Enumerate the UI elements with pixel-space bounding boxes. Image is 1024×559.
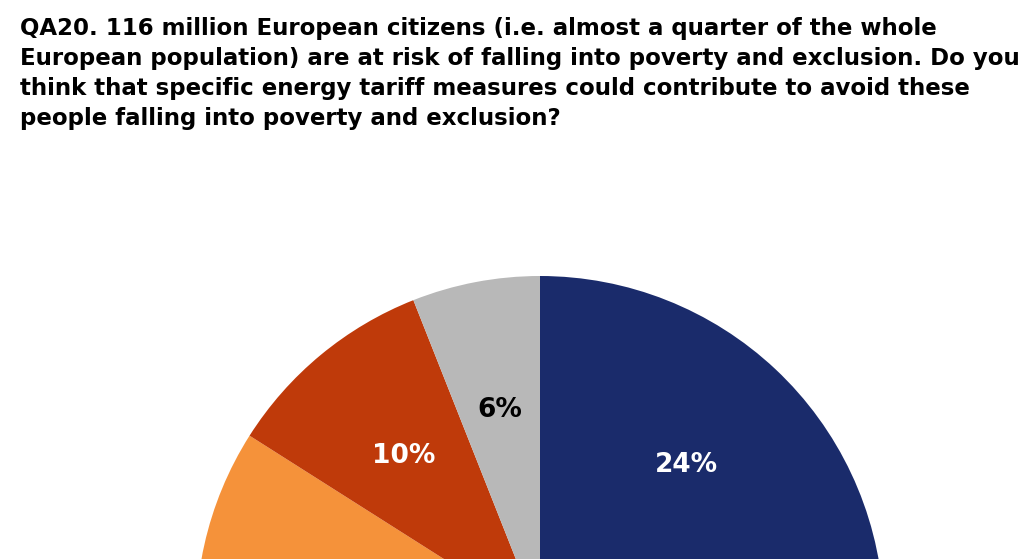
- Text: 6%: 6%: [477, 397, 522, 424]
- Text: QA20. 116 million European citizens (i.e. almost a quarter of the whole
European: QA20. 116 million European citizens (i.e…: [20, 17, 1020, 130]
- Wedge shape: [196, 435, 540, 559]
- Text: 24%: 24%: [654, 452, 718, 477]
- Wedge shape: [250, 300, 540, 559]
- Wedge shape: [540, 276, 884, 559]
- Text: 10%: 10%: [373, 443, 436, 468]
- Wedge shape: [414, 276, 540, 559]
